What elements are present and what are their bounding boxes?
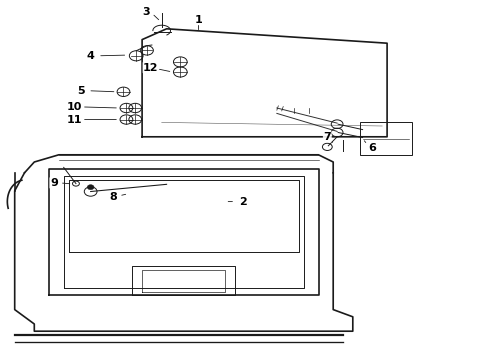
Text: 11: 11: [67, 114, 82, 125]
Text: 1: 1: [195, 15, 202, 25]
Text: 8: 8: [110, 192, 118, 202]
Text: 6: 6: [368, 143, 376, 153]
Text: 4: 4: [87, 51, 95, 61]
Text: 10: 10: [67, 102, 82, 112]
Text: 3: 3: [142, 6, 150, 17]
Text: 12: 12: [143, 63, 159, 73]
Text: 5: 5: [77, 86, 85, 96]
Text: 7: 7: [323, 132, 331, 142]
Text: 2: 2: [239, 197, 246, 207]
Circle shape: [87, 185, 94, 190]
Text: 9: 9: [50, 178, 58, 188]
